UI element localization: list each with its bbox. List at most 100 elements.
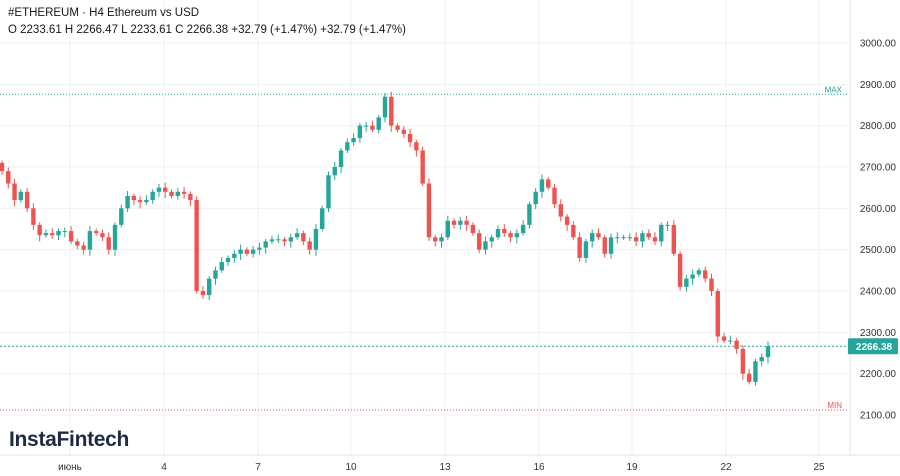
candle-body bbox=[709, 278, 714, 291]
x-tick-label: 22 bbox=[720, 462, 732, 473]
candle-body bbox=[363, 125, 369, 127]
candle-body bbox=[50, 233, 55, 236]
candle-body bbox=[269, 239, 275, 242]
candle-body bbox=[451, 220, 457, 225]
grid-lines bbox=[0, 0, 900, 456]
candle-body bbox=[194, 200, 199, 291]
candle-body bbox=[288, 237, 294, 242]
y-tick-label: 2200.00 bbox=[860, 369, 897, 380]
candle-body bbox=[294, 233, 300, 238]
candle-body bbox=[188, 193, 193, 201]
y-tick-label: 2800.00 bbox=[860, 121, 897, 132]
candle-body bbox=[112, 224, 118, 250]
candle-body bbox=[37, 224, 42, 236]
candle-body bbox=[31, 208, 36, 225]
candle-body bbox=[276, 239, 281, 241]
candle-body bbox=[514, 233, 520, 238]
candle-body bbox=[206, 278, 212, 296]
candle-body bbox=[476, 233, 482, 250]
candle-body bbox=[646, 233, 651, 238]
x-tick-label: 25 bbox=[813, 462, 825, 473]
candle-body bbox=[407, 133, 413, 143]
candle-body bbox=[483, 241, 488, 250]
candle-body bbox=[401, 129, 407, 134]
candle-body bbox=[320, 208, 325, 229]
y-tick-label: 3000.00 bbox=[860, 39, 897, 50]
candle-body bbox=[414, 142, 419, 151]
y-tick-label: 2700.00 bbox=[860, 163, 897, 174]
price-axis[interactable]: 3000.00 2900.00 2800.00 2700.00 2600.00 2500.… bbox=[848, 39, 898, 422]
min-label: MIN bbox=[827, 401, 842, 410]
time-axis[interactable]: июнь 4 7 10 13 16 19 22 25 bbox=[58, 462, 825, 473]
candle-body bbox=[225, 257, 231, 263]
candle-body bbox=[100, 233, 105, 238]
candle-body bbox=[257, 247, 262, 250]
candle-body bbox=[740, 348, 746, 374]
candle-body bbox=[759, 357, 764, 362]
candle-body bbox=[552, 187, 557, 205]
candle-body bbox=[546, 179, 551, 188]
candle-body bbox=[200, 291, 206, 296]
candle-body bbox=[596, 233, 601, 238]
candle-body bbox=[615, 237, 620, 239]
y-tick-label: 2600.00 bbox=[860, 204, 897, 215]
candle-body bbox=[144, 200, 149, 203]
candle-body bbox=[721, 336, 727, 341]
candle-body bbox=[539, 179, 545, 192]
candle-body bbox=[608, 237, 614, 254]
candle-body bbox=[621, 237, 626, 239]
candle-body bbox=[389, 96, 394, 126]
candle-body bbox=[508, 233, 513, 238]
candle-body bbox=[326, 175, 331, 209]
y-tick-label: 2400.00 bbox=[860, 287, 897, 298]
candle-body bbox=[181, 191, 187, 194]
candle-body bbox=[684, 278, 689, 287]
candle-body bbox=[734, 340, 739, 349]
candle-body bbox=[244, 249, 250, 254]
candle-body bbox=[489, 237, 494, 242]
candle-body bbox=[313, 229, 319, 250]
candle-body bbox=[106, 237, 111, 250]
candle-body bbox=[715, 291, 720, 337]
x-tick-label: 4 bbox=[161, 462, 167, 473]
candle-body bbox=[238, 249, 243, 254]
candle-body bbox=[564, 216, 570, 225]
chart-title: #ETHEREUM · H4 Ethereum vs USD bbox=[8, 7, 200, 19]
x-tick-label: 19 bbox=[626, 462, 638, 473]
candle-body bbox=[589, 233, 595, 242]
candle-body bbox=[370, 125, 375, 130]
candle-body bbox=[263, 241, 268, 248]
candle-body bbox=[232, 253, 237, 258]
candle-body bbox=[439, 237, 444, 242]
candle-body bbox=[703, 270, 708, 279]
candle-body bbox=[62, 231, 67, 233]
candle-body bbox=[753, 361, 758, 382]
candle-body bbox=[301, 233, 306, 242]
candle-body bbox=[213, 270, 218, 279]
candle-body bbox=[627, 237, 633, 239]
candle-body bbox=[520, 224, 526, 234]
candle-body bbox=[690, 274, 695, 279]
reference-lines: MAX MIN bbox=[0, 85, 848, 411]
candle-body bbox=[671, 224, 677, 254]
last-price-badge bbox=[848, 338, 898, 355]
candle-body bbox=[332, 167, 337, 176]
candle-body bbox=[571, 224, 576, 238]
ohlc-readout: O 2233.61 H 2266.47 L 2233.61 C 2266.38 … bbox=[8, 24, 406, 36]
candle-body bbox=[282, 239, 287, 242]
candle-body bbox=[6, 171, 11, 184]
x-tick-label: 10 bbox=[345, 462, 357, 473]
candle-body bbox=[150, 191, 155, 201]
y-tick-label: 2900.00 bbox=[860, 80, 897, 91]
candle-body bbox=[156, 187, 162, 192]
candle-body bbox=[87, 231, 93, 250]
candle-body bbox=[169, 191, 174, 196]
candle-body bbox=[81, 245, 86, 250]
candle-body bbox=[527, 204, 532, 225]
candle-body bbox=[338, 150, 344, 167]
candle-body bbox=[420, 150, 425, 184]
candle-body bbox=[652, 237, 658, 242]
candle-body bbox=[12, 183, 17, 201]
